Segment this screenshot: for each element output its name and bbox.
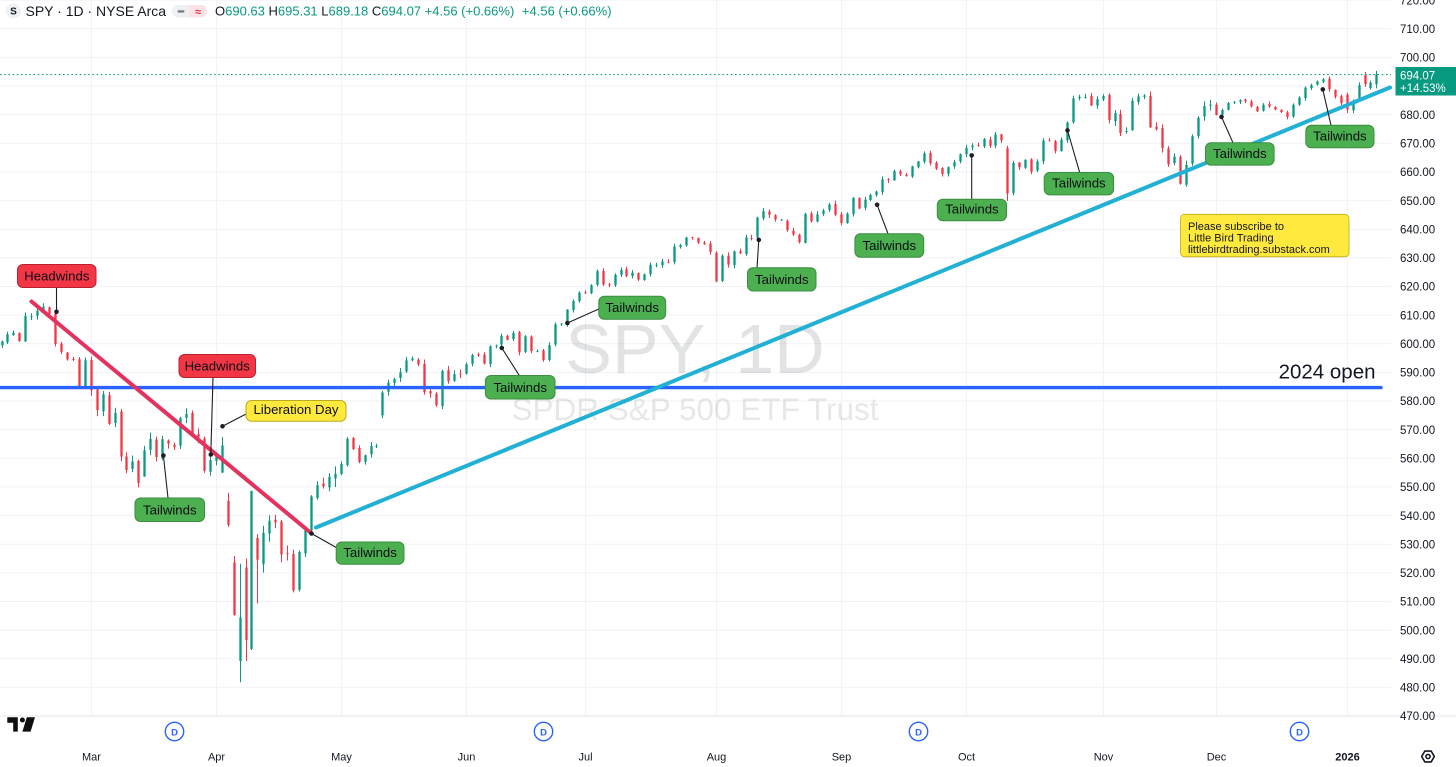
svg-text:710.00: 710.00 <box>1400 24 1435 36</box>
svg-text:D: D <box>1296 727 1303 738</box>
svg-text:Tailwinds: Tailwinds <box>493 380 547 395</box>
svg-text:Please subscribe to: Please subscribe to <box>1188 221 1284 233</box>
svg-text:D: D <box>171 727 178 738</box>
svg-text:S: S <box>10 7 17 18</box>
svg-text:2026: 2026 <box>1335 752 1359 764</box>
svg-text:630.00: 630.00 <box>1400 253 1435 265</box>
svg-text:660.00: 660.00 <box>1400 167 1435 179</box>
svg-text:Apr: Apr <box>208 752 225 764</box>
svg-text:≈: ≈ <box>195 6 201 18</box>
svg-text:680.00: 680.00 <box>1400 110 1435 122</box>
svg-text:Nov: Nov <box>1094 752 1114 764</box>
svg-text:Headwinds: Headwinds <box>185 358 251 373</box>
svg-text:600.00: 600.00 <box>1400 339 1435 351</box>
svg-text:530.00: 530.00 <box>1400 539 1435 551</box>
svg-text:694.07: 694.07 <box>1400 71 1435 83</box>
svg-text:480.00: 480.00 <box>1400 683 1435 695</box>
svg-text:Jul: Jul <box>578 752 592 764</box>
svg-text:570.00: 570.00 <box>1400 425 1435 437</box>
svg-text:720.00: 720.00 <box>1400 0 1435 7</box>
svg-text:Tailwinds: Tailwinds <box>143 502 197 517</box>
svg-text:Tailwinds: Tailwinds <box>945 202 999 217</box>
svg-text:Tailwinds: Tailwinds <box>863 238 917 253</box>
svg-text:650.00: 650.00 <box>1400 196 1435 208</box>
svg-text:550.00: 550.00 <box>1400 482 1435 494</box>
svg-text:Sep: Sep <box>832 752 852 764</box>
svg-text:Mar: Mar <box>82 752 101 764</box>
svg-text:Tailwinds: Tailwinds <box>755 272 809 287</box>
svg-text:Dec: Dec <box>1207 752 1227 764</box>
svg-text:+14.53%: +14.53% <box>1400 83 1446 95</box>
svg-text:670.00: 670.00 <box>1400 139 1435 151</box>
svg-text:580.00: 580.00 <box>1400 396 1435 408</box>
svg-text:SPY, 1D: SPY, 1D <box>565 310 824 388</box>
svg-text:Headwinds: Headwinds <box>24 268 90 283</box>
svg-text:littlebirdtrading.substack.com: littlebirdtrading.substack.com <box>1188 244 1330 256</box>
svg-text:Tailwinds: Tailwinds <box>1313 129 1367 144</box>
svg-text:610.00: 610.00 <box>1400 310 1435 322</box>
svg-text:SPY · 1D · NYSE Arca: SPY · 1D · NYSE Arca <box>26 3 167 19</box>
svg-text:640.00: 640.00 <box>1400 224 1435 236</box>
svg-text:620.00: 620.00 <box>1400 282 1435 294</box>
svg-text:Jun: Jun <box>458 752 476 764</box>
svg-text:D: D <box>540 727 547 738</box>
svg-text:590.00: 590.00 <box>1400 368 1435 380</box>
svg-text:560.00: 560.00 <box>1400 453 1435 465</box>
svg-text:500.00: 500.00 <box>1400 625 1435 637</box>
svg-text:Liberation Day: Liberation Day <box>253 402 338 417</box>
svg-text:700.00: 700.00 <box>1400 53 1435 65</box>
svg-text:470.00: 470.00 <box>1400 711 1435 723</box>
svg-text:2024 open: 2024 open <box>1279 361 1376 384</box>
svg-text:May: May <box>331 752 352 764</box>
svg-text:Tailwinds: Tailwinds <box>605 300 659 315</box>
svg-text:540.00: 540.00 <box>1400 511 1435 523</box>
svg-text:Tailwinds: Tailwinds <box>1052 176 1106 191</box>
svg-text:O690.63 H695.31 L689.18 C694.0: O690.63 H695.31 L689.18 C694.07 +4.56 (+… <box>215 3 612 18</box>
svg-text:Tailwinds: Tailwinds <box>343 545 397 560</box>
svg-text:Little Bird Trading: Little Bird Trading <box>1188 233 1274 245</box>
svg-text:SPDR S&P 500 ETF Trust: SPDR S&P 500 ETF Trust <box>511 391 878 427</box>
svg-text:490.00: 490.00 <box>1400 654 1435 666</box>
svg-text:Tailwinds: Tailwinds <box>1213 146 1267 161</box>
svg-text:Oct: Oct <box>958 752 975 764</box>
svg-text:Aug: Aug <box>707 752 727 764</box>
svg-text:D: D <box>915 727 922 738</box>
svg-text:510.00: 510.00 <box>1400 597 1435 609</box>
svg-text:520.00: 520.00 <box>1400 568 1435 580</box>
